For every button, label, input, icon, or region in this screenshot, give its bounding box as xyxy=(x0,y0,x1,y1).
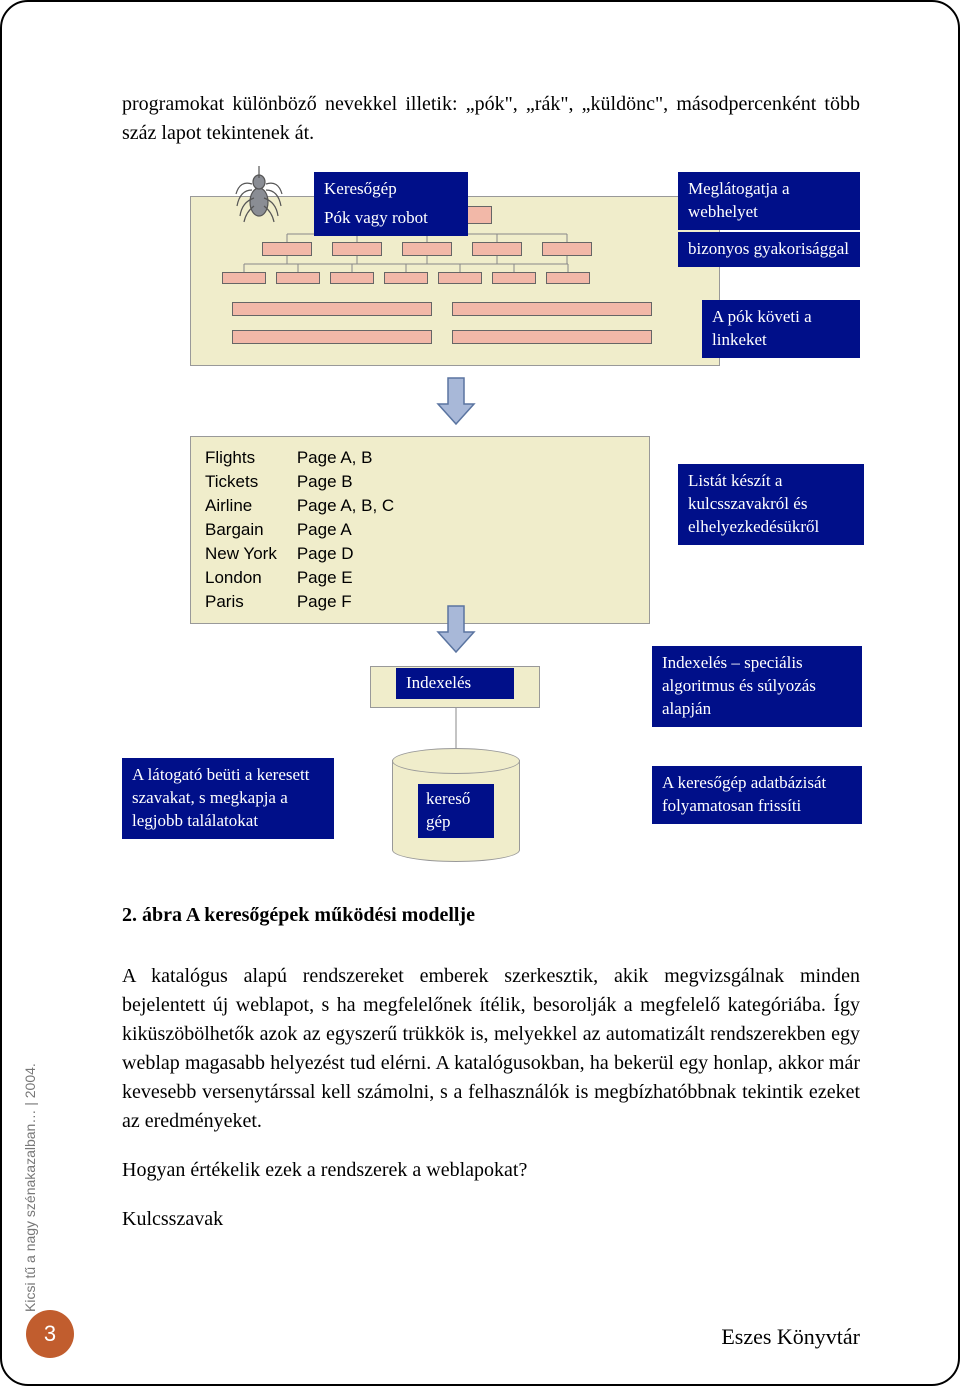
table-row: AirlinePage A, B, C xyxy=(205,495,412,517)
cell: Page F xyxy=(297,591,412,613)
label: Keresőgép xyxy=(324,178,458,201)
box-indexeles-special: Indexelés – speciális algoritmus és súly… xyxy=(652,646,862,727)
cell: Bargain xyxy=(205,519,295,541)
intro-paragraph: programokat különböző nevekkel illetik: … xyxy=(122,90,860,148)
box-meglatogatja: Meglátogatja a webhelyet xyxy=(678,172,860,230)
label: Indexelés xyxy=(406,673,471,692)
label: bizonyos gyakorisággal xyxy=(688,239,849,258)
cell: Page A xyxy=(297,519,412,541)
box-adatbazis: A keresőgép adatbázisát folyamatosan fri… xyxy=(652,766,862,824)
page-number-badge: 3 xyxy=(26,1310,74,1358)
cell: Airline xyxy=(205,495,295,517)
label: Listát készít a kulcsszavakról és elhely… xyxy=(688,471,819,536)
cell: London xyxy=(205,567,295,589)
cell: Page A, B xyxy=(297,447,412,469)
search-engine-diagram: Keresőgép Pók vagy robot Meglátogatja a … xyxy=(122,172,860,1012)
label: Pók vagy robot xyxy=(324,207,458,230)
box-kereso: kereső gép xyxy=(418,784,494,838)
cell: Tickets xyxy=(205,471,295,493)
box-latogato: A látogató beüti a keresett szavakat, s … xyxy=(122,758,334,839)
table-row: ParisPage F xyxy=(205,591,412,613)
table-row: FlightsPage A, B xyxy=(205,447,412,469)
label: A keresőgép adatbázisát folyamatosan fri… xyxy=(662,773,826,815)
table-row: LondonPage E xyxy=(205,567,412,589)
cell: Page E xyxy=(297,567,412,589)
cell: Flights xyxy=(205,447,295,469)
page-number: 3 xyxy=(44,1321,56,1347)
box-keresogep: Keresőgép Pók vagy robot xyxy=(314,172,468,236)
label: Meglátogatja a webhelyet xyxy=(688,179,790,221)
box-listat: Listát készít a kulcsszavakról és elhely… xyxy=(678,464,864,545)
box-bizonyos: bizonyos gyakorisággal xyxy=(678,232,860,267)
box-pok-koveti: A pók követi a linkeket xyxy=(702,300,860,358)
figure-caption: 2. ábra A keresőgépek működési modellje xyxy=(122,904,475,927)
cell: Page A, B, C xyxy=(297,495,412,517)
keyword-table: FlightsPage A, B TicketsPage B AirlinePa… xyxy=(203,445,414,615)
cell: Paris xyxy=(205,591,295,613)
cell: Page D xyxy=(297,543,412,565)
label: kereső gép xyxy=(426,789,470,831)
label: A pók követi a linkeket xyxy=(712,307,812,349)
footer-brand: Eszes Könyvtár xyxy=(721,1324,860,1350)
keyword-list-panel: FlightsPage A, B TicketsPage B AirlinePa… xyxy=(190,436,650,624)
table-row: New YorkPage D xyxy=(205,543,412,565)
label: Indexelés – speciális algoritmus és súly… xyxy=(662,653,816,718)
table-row: BargainPage A xyxy=(205,519,412,541)
paragraph: Hogyan értékelik ezek a rendszerek a web… xyxy=(122,1156,860,1185)
sidebar-caption: Kicsi tű a nagy szénakazalban… | 2004. xyxy=(22,1063,38,1312)
table-row: TicketsPage B xyxy=(205,471,412,493)
paragraph: Kulcsszavak xyxy=(122,1205,860,1234)
label: A látogató beüti a keresett szavakat, s … xyxy=(132,765,310,830)
cell: New York xyxy=(205,543,295,565)
database-icon-top xyxy=(392,748,520,774)
page-container: programokat különböző nevekkel illetik: … xyxy=(0,0,960,1386)
box-indexeles: Indexelés xyxy=(396,668,514,699)
cell: Page B xyxy=(297,471,412,493)
